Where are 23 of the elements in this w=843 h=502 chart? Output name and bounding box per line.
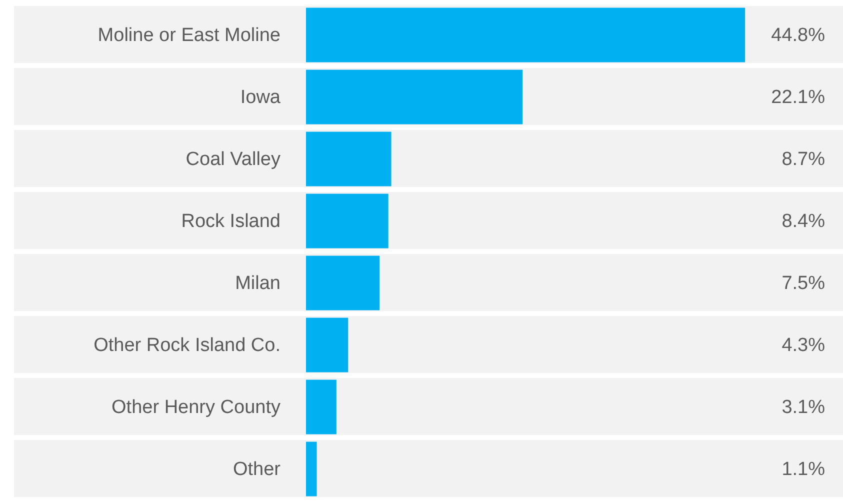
data-label: 1.1%: [782, 459, 826, 480]
data-label: 8.4%: [782, 211, 826, 232]
y-tick-label: Milan: [235, 273, 280, 294]
bar: [306, 318, 348, 372]
y-tick-label: Iowa: [240, 87, 281, 108]
y-tick-label: Rock Island: [181, 211, 280, 232]
bar: [306, 194, 388, 248]
data-label: 8.7%: [782, 149, 826, 170]
bar: [306, 380, 336, 434]
bar: [306, 70, 523, 124]
y-tick-label: Other: [232, 459, 282, 480]
data-label: 7.5%: [782, 273, 826, 294]
data-label: 44.8%: [771, 25, 826, 46]
bar: [306, 256, 380, 310]
bar: [306, 132, 392, 186]
y-tick-label: Coal Valley: [186, 149, 281, 170]
data-label: 22.1%: [771, 87, 826, 108]
y-tick-label: Other Henry County: [112, 397, 281, 418]
y-tick-label: Moline or East Moline: [98, 25, 280, 46]
y-tick-label: Other Rock Island Co.: [94, 335, 280, 356]
data-label: 3.1%: [782, 397, 826, 418]
bar: [306, 442, 317, 496]
data-label: 4.3%: [782, 335, 826, 356]
